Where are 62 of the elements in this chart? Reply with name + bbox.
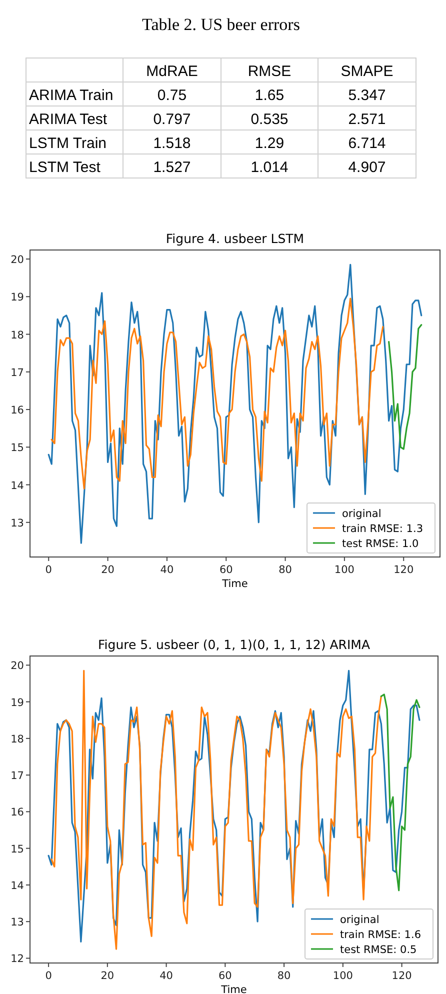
y-tick-label: 14 (10, 880, 24, 892)
x-tick-label: 60 (219, 564, 233, 576)
data-label: 0.535 (250, 111, 288, 128)
x-tick-label: 60 (218, 970, 232, 982)
data-label: 1.518 (153, 135, 191, 152)
legend-label: train RMSE: 1.6 (340, 929, 422, 941)
x-tick-label: 80 (278, 564, 292, 576)
chart-title: Figure 4. usbeer LSTM (166, 231, 304, 246)
line-series (380, 694, 420, 892)
data-label: 6.714 (348, 135, 386, 152)
y-tick-label: 12 (10, 953, 24, 966)
x-tick-label: 80 (277, 970, 291, 982)
x-tick-label: SMAPE (340, 63, 394, 80)
data-label: 2.571 (348, 111, 386, 128)
legend-label: original (342, 508, 382, 520)
y-tick-label: 19 (10, 292, 24, 304)
y-tick-label: 17 (10, 366, 24, 379)
y-tick-label: 18 (10, 329, 24, 342)
y-tick-label: 16 (10, 404, 24, 417)
x-tick-label: 120 (394, 564, 414, 576)
chart-title: Figure 5. usbeer (0, 1, 1)(0, 1, 1, 12) ARIMA (98, 637, 370, 652)
x-tick-label: MdRAE (146, 63, 198, 80)
y-tick-label: LSTM Train (29, 135, 107, 152)
x-tick-label: 100 (334, 564, 354, 576)
x-tick-label: 40 (160, 564, 174, 576)
data-label: 1.65 (254, 87, 284, 104)
y-tick-label: 17 (10, 770, 24, 782)
data-label: 1.29 (254, 135, 284, 152)
y-tick-label: 15 (10, 442, 24, 454)
data-label: 0.75 (157, 87, 187, 104)
y-tick-label: LSTM Test (29, 159, 102, 176)
legend-label: test RMSE: 1.0 (342, 538, 419, 550)
y-tick-label: 16 (10, 806, 24, 819)
x-axis-title: Time (221, 578, 248, 590)
data-label: 5.347 (348, 87, 386, 104)
data-label: 0.797 (153, 111, 191, 128)
data-label: 1.527 (153, 159, 191, 176)
line-series (50, 298, 384, 490)
data-label: 4.907 (348, 159, 386, 176)
y-tick-label: 15 (10, 843, 24, 856)
y-tick-label: 19 (10, 696, 24, 709)
x-tick-label: 40 (160, 970, 173, 982)
data-label: 1.014 (250, 159, 288, 176)
x-tick-label: 0 (45, 970, 52, 982)
legend-label: test RMSE: 0.5 (340, 944, 417, 956)
legend-label: original (340, 914, 380, 926)
line-series (388, 324, 422, 450)
y-tick-label: ARIMA Train (29, 87, 114, 104)
x-tick-label: 120 (392, 970, 412, 982)
y-tick-label: 13 (10, 517, 24, 530)
y-tick-label: ARIMA Test (29, 111, 108, 128)
x-tick-label: RMSE (248, 63, 292, 80)
legend-label: train RMSE: 1.3 (342, 523, 424, 535)
chart-title: Table 2. US beer errors (142, 15, 300, 34)
y-tick-label: 20 (10, 254, 24, 266)
y-tick-label: 20 (10, 660, 24, 672)
y-tick-label: 18 (10, 733, 24, 746)
x-tick-label: 100 (332, 970, 353, 982)
x-axis-title: Time (220, 984, 247, 994)
y-tick-label: 13 (10, 916, 24, 929)
y-tick-label: 14 (10, 480, 24, 492)
x-tick-label: 0 (45, 564, 52, 576)
